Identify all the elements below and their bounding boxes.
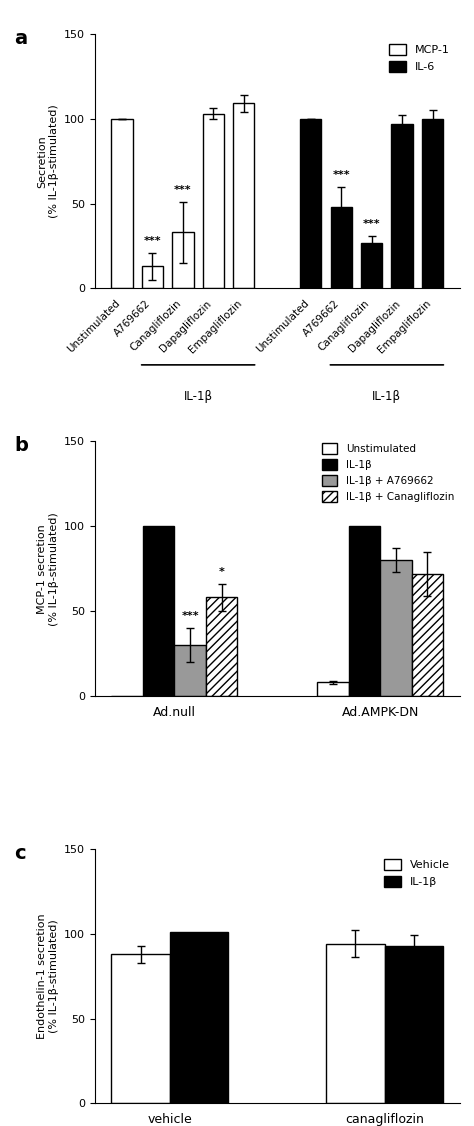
Bar	[174, 645, 206, 696]
Y-axis label: Secretion
(% IL-1β-stimulated): Secretion (% IL-1β-stimulated)	[37, 105, 58, 218]
Text: IL-1β: IL-1β	[372, 391, 401, 403]
Legend: Vehicle, IL-1β: Vehicle, IL-1β	[380, 855, 454, 892]
Text: a: a	[15, 28, 27, 47]
Legend: Unstimulated, IL-1β, IL-1β + A769662, IL-1β + Canagliflozin: Unstimulated, IL-1β, IL-1β + A769662, IL…	[318, 439, 458, 507]
Bar	[143, 526, 174, 696]
Bar	[170, 932, 228, 1103]
Bar	[317, 682, 349, 696]
Text: ***: ***	[174, 185, 192, 195]
Bar	[206, 598, 237, 696]
Text: ***: ***	[332, 170, 350, 180]
Bar	[392, 124, 413, 288]
Bar	[172, 232, 193, 288]
Legend: MCP-1, IL-6: MCP-1, IL-6	[385, 39, 454, 77]
Bar	[380, 560, 412, 696]
Bar	[326, 944, 384, 1103]
Bar	[233, 104, 255, 288]
Bar	[142, 267, 163, 288]
Text: ***: ***	[363, 220, 381, 229]
Y-axis label: Endothelin-1 secretion
(% IL-1β-stimulated): Endothelin-1 secretion (% IL-1β-stimulat…	[37, 913, 58, 1039]
Text: *: *	[219, 568, 225, 578]
Bar	[384, 946, 443, 1103]
Text: ***: ***	[144, 236, 161, 245]
Text: IL-1β: IL-1β	[183, 391, 213, 403]
Bar	[361, 242, 383, 288]
Text: ***: ***	[181, 611, 199, 622]
Bar	[412, 574, 443, 696]
Text: c: c	[15, 843, 26, 863]
Bar	[330, 207, 352, 288]
Bar	[422, 118, 443, 288]
Bar	[349, 526, 380, 696]
Text: b: b	[15, 436, 28, 455]
Y-axis label: MCP-1 secretion
(% IL-1β-stimulated): MCP-1 secretion (% IL-1β-stimulated)	[37, 511, 58, 626]
Bar	[111, 118, 133, 288]
Bar	[300, 118, 321, 288]
Bar	[203, 114, 224, 288]
Bar	[111, 954, 170, 1103]
